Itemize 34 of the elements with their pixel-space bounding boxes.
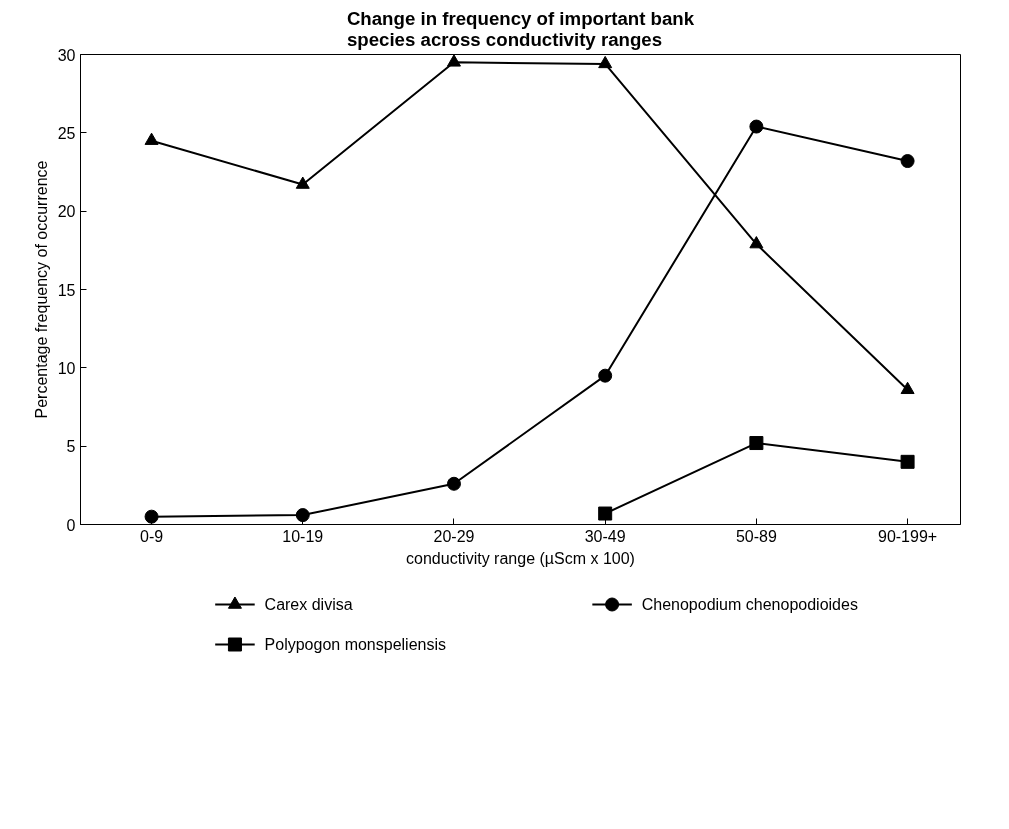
x-tick-label: 20-29 xyxy=(433,527,475,545)
point xyxy=(749,119,764,134)
legend-label: Chenopodium chenopodioides xyxy=(641,596,858,613)
point xyxy=(900,154,915,169)
legend-label: Polypogon monspeliensis xyxy=(264,636,447,653)
point xyxy=(598,55,613,69)
point xyxy=(295,176,310,189)
point xyxy=(900,381,915,395)
point xyxy=(144,132,159,145)
y-tick-label: 20 xyxy=(57,203,76,221)
y-tick-label: 0 xyxy=(66,516,76,534)
legend-label: Carex divisa xyxy=(264,596,353,613)
point xyxy=(295,508,310,523)
point xyxy=(749,236,764,249)
point xyxy=(598,368,613,383)
point xyxy=(446,476,461,491)
x-tick-label: 0-9 xyxy=(140,527,164,545)
x-axis-title: conductivity range (µScm x 100) xyxy=(406,549,635,567)
x-tick-label: 10-19 xyxy=(282,527,324,545)
y-tick-label: 15 xyxy=(57,281,76,299)
y-tick-label: 5 xyxy=(66,438,76,456)
chart-title: Change in frequency of important bank species across conductivity ranges xyxy=(346,7,695,50)
point xyxy=(749,436,764,451)
x-tick-label: 30-49 xyxy=(584,527,626,545)
y-tick-label: 25 xyxy=(57,124,76,142)
point xyxy=(144,509,159,524)
point xyxy=(598,506,613,521)
y-tick-label: 30 xyxy=(57,46,76,64)
point xyxy=(900,454,915,469)
y-tick-label: 10 xyxy=(57,359,76,377)
y-axis-title: Percentage frequency of occurrence xyxy=(32,160,50,419)
x-tick-label: 50-89 xyxy=(735,527,777,545)
point xyxy=(446,54,461,67)
x-tick-label: 90-199+ xyxy=(878,527,938,545)
